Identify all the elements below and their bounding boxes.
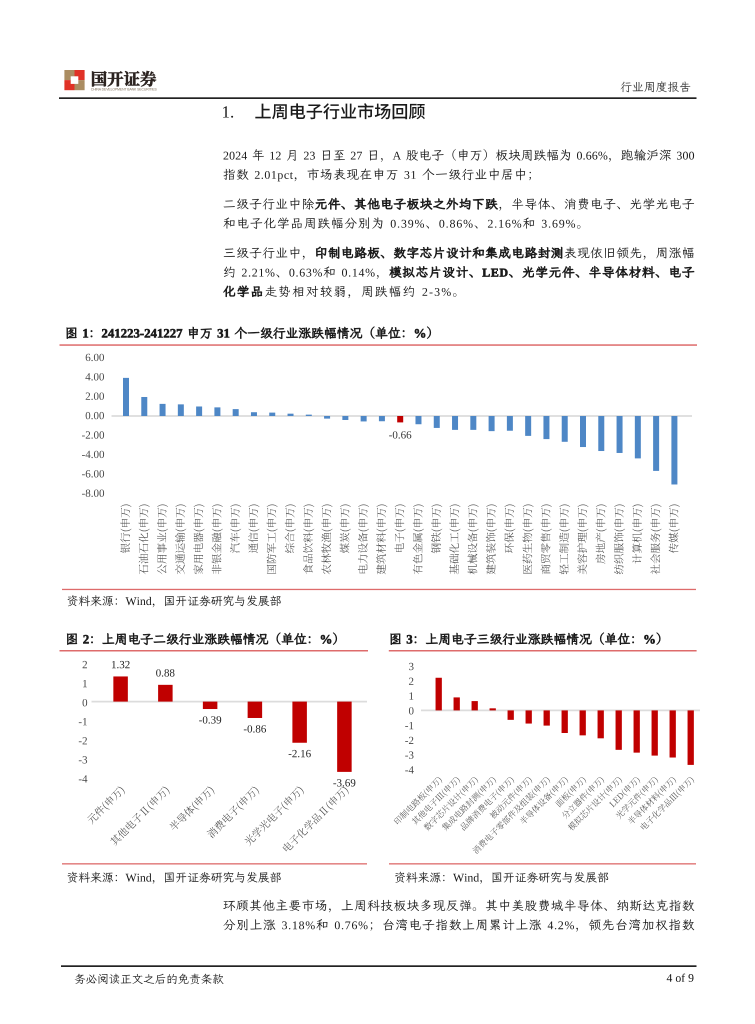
svg-text:CHINA DEVELOPMENT BANK SECURIT: CHINA DEVELOPMENT BANK SECURITIES [91, 87, 158, 91]
